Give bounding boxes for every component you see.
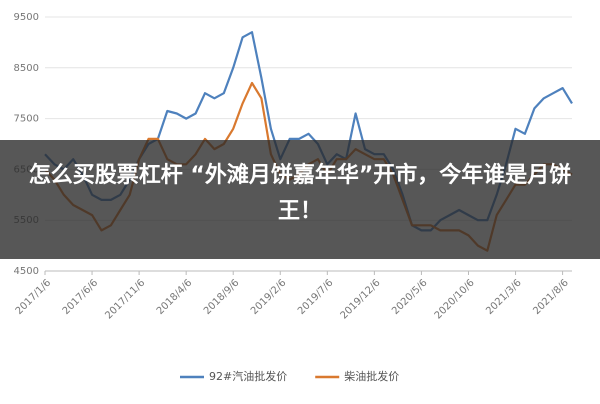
- y-tick-label: 4500: [14, 266, 39, 277]
- banner: [0, 140, 600, 259]
- x-tick-label: 2020/5/6: [390, 277, 430, 317]
- legend-label: 92#汽油批发价: [209, 369, 287, 383]
- y-tick-label: 9500: [14, 12, 39, 23]
- x-tick-label: 2017/6/6: [61, 277, 101, 317]
- x-tick-label: 2020/10/6: [433, 277, 477, 321]
- banner-text: 怎么买股票杠杆 “外滩月饼嘉年华”开市，今年谁是月饼王！: [28, 163, 572, 224]
- y-tick-label: 8500: [14, 63, 39, 74]
- x-tick-label: 2021/8/6: [531, 277, 571, 317]
- x-tick-label: 2019/12/6: [339, 277, 383, 321]
- x-tick-label: 2019/2/6: [249, 277, 289, 317]
- x-tick-label: 2017/11/6: [103, 277, 147, 321]
- x-tick-label: 2018/9/6: [202, 277, 242, 317]
- x-tick-label: 2018/4/6: [155, 277, 195, 317]
- x-tick-label: 2021/3/6: [484, 277, 524, 317]
- banner-text-box: 怎么买股票杠杆 “外滩月饼嘉年华”开市，今年谁是月饼王！: [28, 163, 572, 224]
- y-tick-label: 7500: [14, 114, 39, 125]
- x-tick-label: 2019/7/6: [296, 277, 336, 317]
- x-tick-label: 2017/1/6: [14, 277, 54, 317]
- legend-label: 柴油批发价: [344, 369, 399, 383]
